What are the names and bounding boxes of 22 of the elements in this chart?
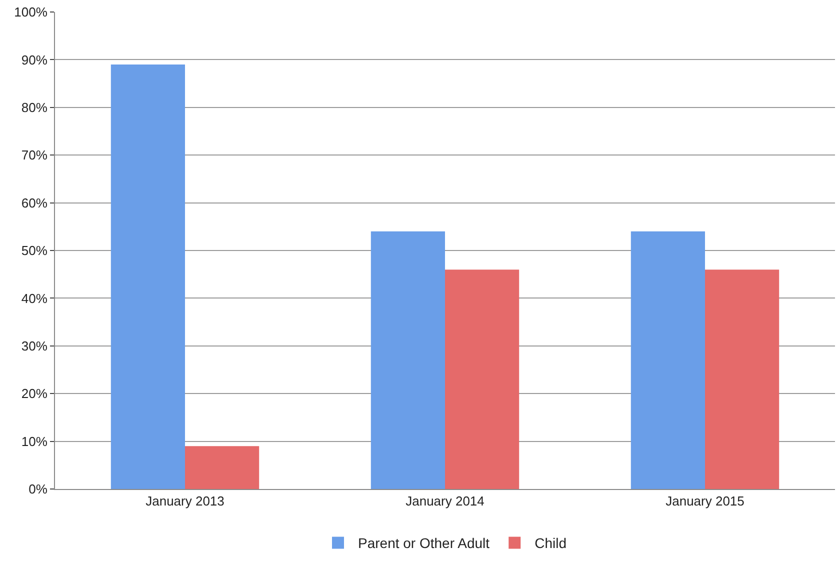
y-tick-label: 60% [21,195,48,210]
y-tick-label: 50% [21,243,48,258]
y-tick-label: 80% [21,100,48,115]
y-tick-label: 90% [21,52,48,68]
y-tick-label: 10% [21,434,48,449]
legend-label: Parent or Other Adult [358,535,490,552]
bar [185,446,260,489]
y-tick-label: 70% [21,148,48,163]
bar [445,270,520,489]
y-tick-label: 20% [21,386,48,402]
y-tick-label: 0% [28,482,48,497]
bar [370,231,445,489]
bar [110,64,185,489]
x-tick-label: January 2014 [406,494,484,509]
y-tick-label: 30% [21,338,48,354]
y-tick-label: 40% [21,290,48,306]
legend-label: Child [534,535,567,552]
x-tick-label: January 2015 [666,494,744,509]
y-tick-label: 100% [14,4,48,20]
bar [705,270,780,489]
x-tick-label: January 2013 [146,494,224,509]
bar [630,231,705,489]
